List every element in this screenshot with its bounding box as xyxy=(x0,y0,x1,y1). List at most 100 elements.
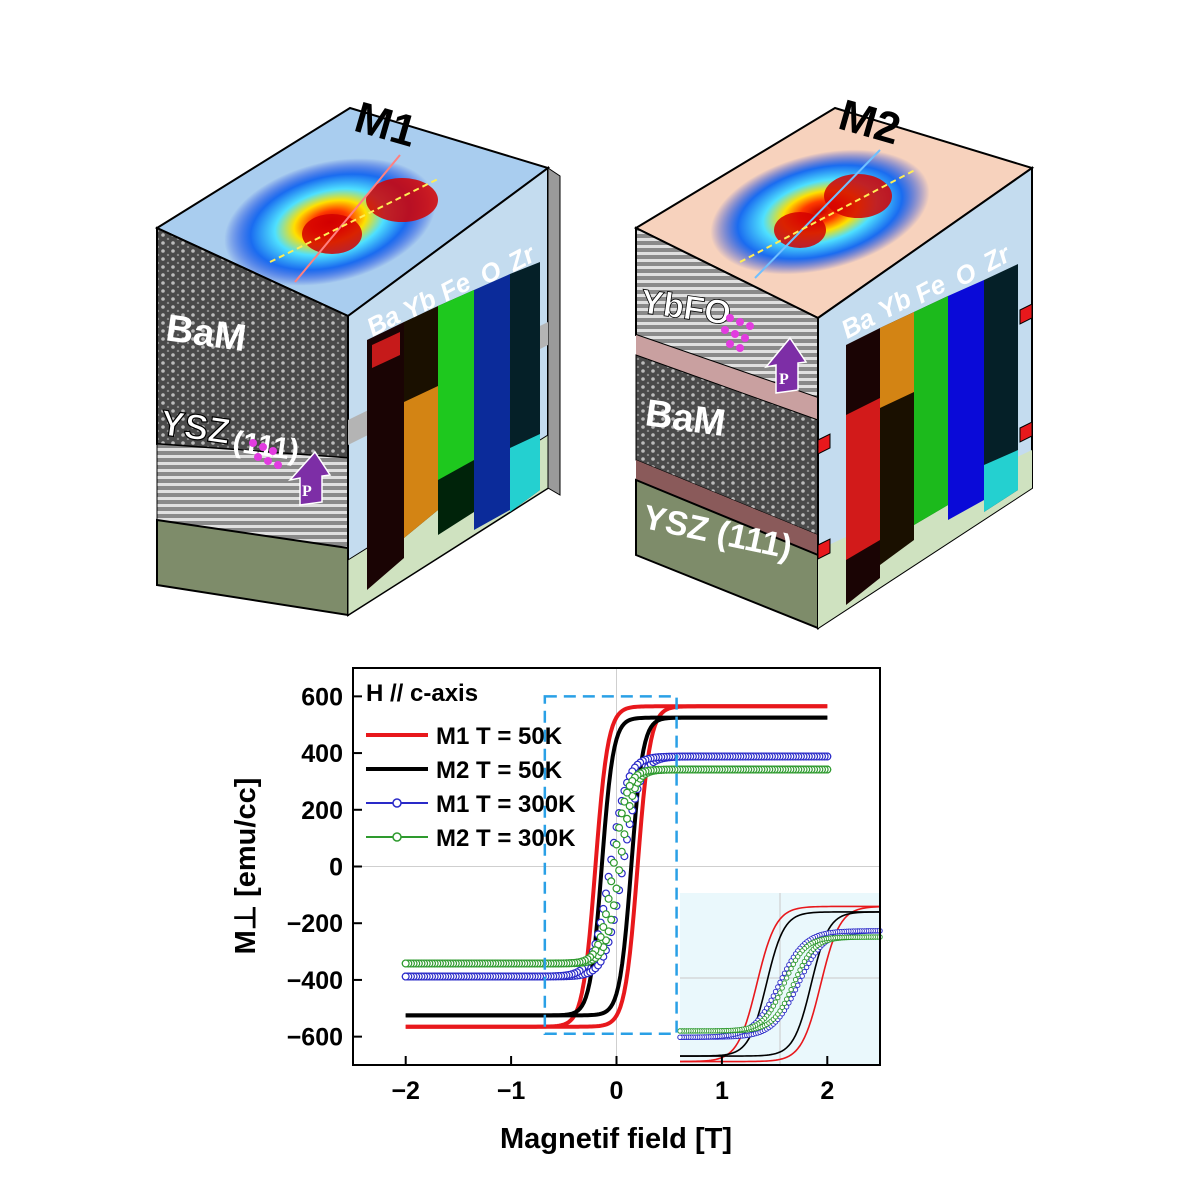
inset-point xyxy=(781,970,788,976)
y-tick-label: 0 xyxy=(329,854,343,882)
inset-point xyxy=(777,990,783,996)
block-m1: M1 BaM YSZ (111) P xyxy=(154,93,561,617)
y-tick-label: −600 xyxy=(287,1024,343,1052)
y-tick-label: −400 xyxy=(287,967,343,995)
legend-item-1: M2 T = 50K xyxy=(366,757,563,784)
x-tick-label: −1 xyxy=(497,1077,526,1105)
legend-marker xyxy=(392,798,402,808)
inset-point xyxy=(790,961,796,967)
x-tick-label: 2 xyxy=(820,1077,834,1105)
inset-point xyxy=(792,976,799,983)
m2-left-face xyxy=(635,226,819,630)
inset-point xyxy=(795,972,801,978)
series-point xyxy=(625,781,634,790)
legend-marker xyxy=(392,832,402,842)
x-tick-label: 1 xyxy=(715,1077,729,1105)
y-tick-label: 400 xyxy=(301,740,343,768)
inset-point xyxy=(799,962,805,969)
series-1 xyxy=(405,715,828,1018)
inset-point xyxy=(779,985,785,991)
y-tick-label: 200 xyxy=(301,797,343,825)
series-point xyxy=(615,823,624,832)
inset-point xyxy=(797,967,803,973)
series-point xyxy=(617,809,626,818)
inset-point xyxy=(677,1034,683,1040)
inset-point xyxy=(772,988,779,995)
inset-point xyxy=(677,1028,683,1034)
legend-item-0: M1 T = 50K xyxy=(366,723,563,750)
series-point xyxy=(625,802,634,811)
m2-dots xyxy=(721,314,754,352)
inset-point xyxy=(784,966,790,972)
legend-item-3: M2 T = 300K xyxy=(366,825,576,852)
inset-point xyxy=(770,993,776,999)
inset-line xyxy=(680,905,881,1063)
series-point xyxy=(401,972,410,981)
inset-point xyxy=(788,986,794,993)
inset-region-box xyxy=(543,695,678,1036)
legend-label: M1 T = 50K xyxy=(436,723,563,750)
inset-point xyxy=(786,970,792,976)
inset-point xyxy=(781,1000,788,1007)
inset-series-0 xyxy=(679,905,881,1063)
inset-point xyxy=(770,1003,776,1009)
x-tick-label: 0 xyxy=(610,1077,624,1105)
series-point xyxy=(596,933,605,942)
inset-point xyxy=(779,975,785,981)
series-point xyxy=(615,866,624,875)
inset-point xyxy=(792,957,799,963)
series-0 xyxy=(405,704,828,1029)
m1-polarization-arrow: P xyxy=(287,450,332,506)
m1-polarization-label: P xyxy=(302,483,312,500)
x-tick-label: −2 xyxy=(391,1077,420,1105)
inset-point xyxy=(801,958,808,965)
series-point xyxy=(607,877,616,886)
inset-point xyxy=(788,996,794,1002)
inset-point xyxy=(799,973,805,979)
inset-point xyxy=(781,980,788,986)
inset-point xyxy=(779,1004,785,1011)
series-point xyxy=(617,847,626,856)
legend-label: M2 T = 50K xyxy=(436,757,563,784)
inset-series-3 xyxy=(677,934,883,1034)
inset-point xyxy=(792,987,799,993)
inset-point xyxy=(775,994,781,1001)
ticks: −2 −1 0 1 2 600 400 200 0 −200 −400 −600 xyxy=(287,683,835,1105)
x-axis-label: Magnetif field [T] xyxy=(500,1123,732,1155)
series-point xyxy=(609,901,618,910)
inset-point xyxy=(804,964,810,971)
inset-point xyxy=(766,1001,772,1008)
inset-point xyxy=(777,979,783,985)
inset-line xyxy=(679,905,881,1063)
m2-eds-maps xyxy=(846,264,1018,605)
y-tick-label: 600 xyxy=(301,683,343,711)
series-line xyxy=(405,715,828,1018)
series-point xyxy=(612,884,621,893)
legend: M1 T = 50K M2 T = 50K M1 T = 300K M2 T = 30… xyxy=(366,723,576,852)
series-point xyxy=(623,788,632,797)
chart-annotation: H // c-axis xyxy=(366,680,478,707)
inset-point xyxy=(784,975,790,981)
m1-dots xyxy=(249,439,282,469)
series-point xyxy=(601,910,610,919)
m2-red-markers xyxy=(817,303,1033,560)
y-axis-label: M⊥ [emu/cc] xyxy=(230,778,262,955)
y-tick-label: −200 xyxy=(287,910,343,938)
inset-point xyxy=(788,965,794,972)
hysteresis-chart: −2 −1 0 1 2 600 400 200 0 −200 −400 −600 M1 T = 50K… xyxy=(230,667,883,1155)
series-point xyxy=(620,830,629,839)
block-m2: M2 YbFO BaM YSZ (111) P xyxy=(633,90,1035,630)
inset-point xyxy=(795,982,801,988)
series-point xyxy=(609,858,618,867)
series-point xyxy=(612,840,621,849)
legend-label: M1 T = 300K xyxy=(436,791,576,818)
inset-point xyxy=(786,991,792,998)
inset-point xyxy=(790,981,796,988)
legend-label: M2 T = 300K xyxy=(436,825,576,852)
inset-point xyxy=(790,991,796,998)
series-point xyxy=(623,814,632,823)
m2-polarization-label: P xyxy=(779,371,789,388)
legend-item-2: M1 T = 300K xyxy=(366,791,576,818)
series-line xyxy=(405,704,828,1029)
